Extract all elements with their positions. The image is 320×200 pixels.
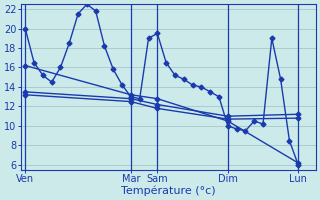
X-axis label: Température (°c): Température (°c): [121, 185, 216, 196]
